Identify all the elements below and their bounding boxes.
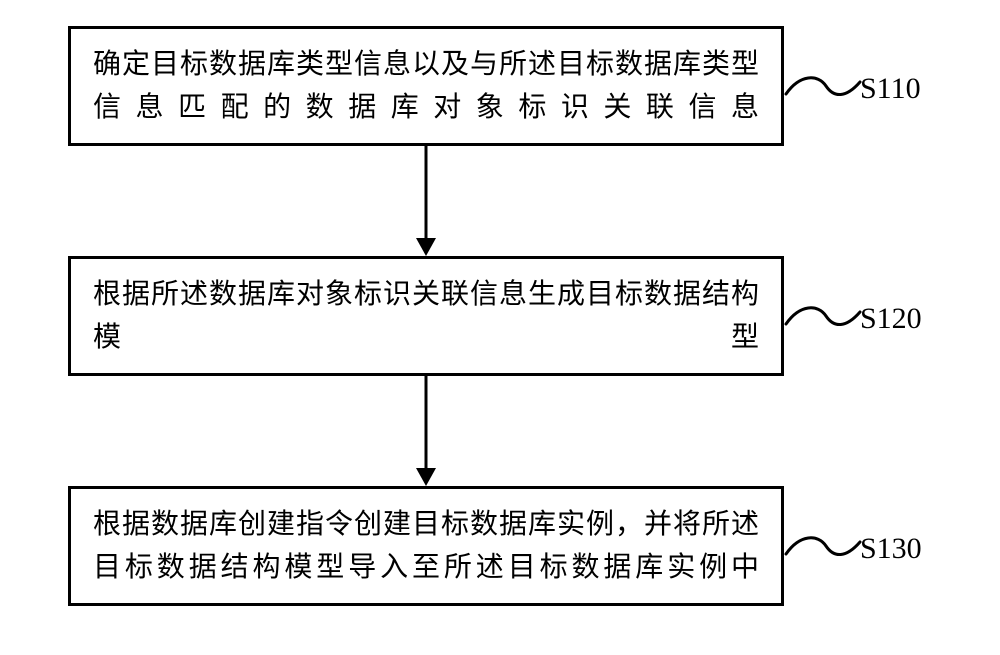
flow-arrow-1	[410, 146, 442, 258]
flow-arrow-2	[410, 376, 442, 488]
flowchart-canvas: 确定目标数据库类型信息以及与所述目标数据库类型信息匹配的数据库对象标识关联信息 …	[0, 0, 1000, 655]
flow-node-1-text: 确定目标数据库类型信息以及与所述目标数据库类型信息匹配的数据库对象标识关联信息	[93, 43, 759, 130]
tilde-connector-1	[784, 70, 862, 102]
flow-label-1: S110	[860, 72, 921, 106]
flow-label-2: S120	[860, 302, 922, 336]
tilde-connector-3	[784, 530, 862, 562]
flow-label-3: S130	[860, 532, 922, 566]
flow-node-3: 根据数据库创建指令创建目标数据库实例，并将所述目标数据结构模型导入至所述目标数据…	[68, 486, 784, 606]
flow-node-2-text: 根据所述数据库对象标识关联信息生成目标数据结构模型	[93, 273, 759, 360]
flow-node-2: 根据所述数据库对象标识关联信息生成目标数据结构模型	[68, 256, 784, 376]
flow-node-1: 确定目标数据库类型信息以及与所述目标数据库类型信息匹配的数据库对象标识关联信息	[68, 26, 784, 146]
flow-node-3-text: 根据数据库创建指令创建目标数据库实例，并将所述目标数据结构模型导入至所述目标数据…	[93, 503, 759, 590]
tilde-connector-2	[784, 300, 862, 332]
